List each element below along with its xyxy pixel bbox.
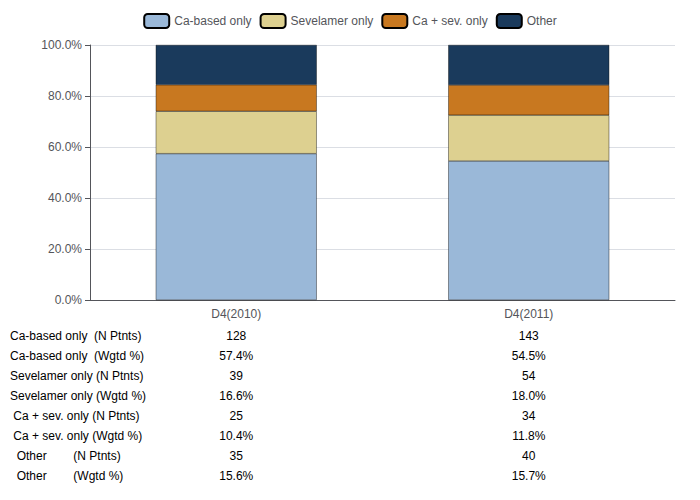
svg-text:40: 40 — [522, 449, 536, 463]
svg-text:Ca-based only (N Ptnts): Ca-based only (N Ptnts) — [10, 329, 141, 343]
svg-text:Sevelamer only (Wgtd %): Sevelamer only (Wgtd %) — [10, 389, 146, 403]
svg-text:35: 35 — [230, 449, 244, 463]
svg-text:Ca + sev. only: Ca + sev. only — [412, 14, 487, 28]
svg-text:15.7%: 15.7% — [512, 469, 546, 483]
svg-text:60.0%: 60.0% — [48, 140, 82, 154]
svg-text:54: 54 — [522, 369, 536, 383]
svg-text:Ca + sev. only (N Ptnts): Ca + sev. only (N Ptnts) — [10, 409, 140, 423]
svg-text:16.6%: 16.6% — [219, 389, 253, 403]
svg-text:D4(2011): D4(2011) — [504, 307, 553, 321]
svg-text:Other (N Ptnts): Other (N Ptnts) — [10, 449, 121, 463]
svg-text:57.4%: 57.4% — [219, 349, 253, 363]
svg-text:Ca + sev. only (Wgtd %): Ca + sev. only (Wgtd %) — [10, 429, 142, 443]
svg-text:40.0%: 40.0% — [48, 191, 82, 205]
svg-text:Sevelamer only (N Ptnts): Sevelamer only (N Ptnts) — [10, 369, 143, 383]
svg-text:100.0%: 100.0% — [41, 38, 82, 52]
svg-text:Sevelamer only: Sevelamer only — [291, 14, 374, 28]
svg-text:Other: Other — [527, 14, 557, 28]
svg-text:0.0%: 0.0% — [55, 293, 83, 307]
svg-text:18.0%: 18.0% — [512, 389, 546, 403]
svg-text:54.5%: 54.5% — [512, 349, 546, 363]
svg-text:15.6%: 15.6% — [219, 469, 253, 483]
svg-text:34: 34 — [522, 409, 536, 423]
svg-text:80.0%: 80.0% — [48, 89, 82, 103]
svg-text:11.8%: 11.8% — [512, 429, 545, 443]
svg-text:Other (Wgtd %): Other (Wgtd %) — [10, 469, 123, 483]
svg-text:Ca-based only (Wgtd %): Ca-based only (Wgtd %) — [10, 349, 144, 363]
svg-text:D4(2010): D4(2010) — [211, 307, 261, 321]
svg-text:Ca-based only: Ca-based only — [174, 14, 251, 28]
svg-text:25: 25 — [230, 409, 244, 423]
svg-text:39: 39 — [230, 369, 244, 383]
svg-text:143: 143 — [519, 329, 539, 343]
svg-text:10.4%: 10.4% — [219, 429, 253, 443]
svg-text:20.0%: 20.0% — [48, 242, 82, 256]
svg-text:128: 128 — [226, 329, 246, 343]
